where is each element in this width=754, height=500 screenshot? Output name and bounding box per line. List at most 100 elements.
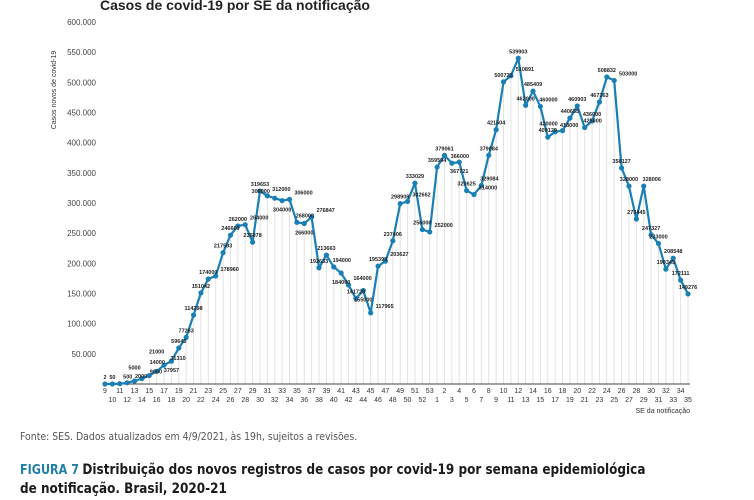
figure-caption: FIGURA 7 Distribuição dos novos registros…: [20, 461, 656, 498]
x-tick-label: 30: [256, 397, 264, 404]
data-point: [309, 214, 315, 220]
x-tick-label: 34: [286, 397, 294, 404]
data-point: [316, 265, 322, 271]
y-tick-label: 600.000: [67, 18, 96, 27]
data-point: [545, 134, 551, 140]
data-point: [464, 187, 470, 194]
x-tick-label: 49: [396, 388, 404, 395]
x-tick-label: 26: [618, 388, 626, 395]
data-label: 359594: [428, 158, 447, 164]
data-point: [574, 103, 580, 109]
x-tick-label: 8: [487, 388, 491, 395]
x-tick-label: 24: [603, 388, 611, 395]
data-point: [567, 115, 573, 121]
data-label: 379084: [480, 146, 499, 152]
data-point: [242, 222, 248, 228]
data-label: 235078: [243, 233, 261, 239]
data-label: 194000: [333, 258, 351, 264]
data-label: 256000: [413, 221, 431, 227]
x-tick-label: 42: [345, 397, 353, 404]
data-label: 328000: [620, 177, 638, 183]
data-label: 114298: [185, 306, 203, 312]
x-tick-label: 37: [308, 388, 316, 395]
data-point: [375, 263, 381, 269]
data-point: [648, 232, 654, 238]
data-point: [655, 240, 662, 247]
data-label: 2000: [135, 374, 147, 380]
data-point: [604, 74, 610, 80]
data-point: [353, 295, 359, 302]
y-tick-label: 550.000: [67, 48, 96, 57]
data-point: [685, 291, 691, 297]
data-point: [220, 250, 226, 256]
data-point: [235, 223, 241, 229]
x-tick-label: 11: [507, 397, 514, 404]
data-label: 37957: [164, 368, 179, 374]
x-tick-label: 44: [359, 397, 367, 404]
data-label: 500722: [494, 73, 512, 79]
x-tick-label: 14: [138, 397, 146, 404]
data-label: 421504: [487, 121, 506, 127]
y-tick-label: 450.000: [67, 109, 96, 118]
data-point: [552, 129, 558, 135]
x-tick-label: 23: [204, 388, 212, 395]
data-point: [404, 198, 411, 204]
series-line: [104, 57, 689, 386]
data-label: 172111: [672, 271, 690, 277]
data-point: [131, 378, 138, 384]
data-point: [146, 372, 152, 379]
data-label: 329084: [480, 176, 499, 182]
data-point: [626, 183, 632, 189]
data-point: [670, 255, 676, 261]
data-label: 208548: [664, 249, 682, 255]
data-label: 5000: [128, 365, 140, 371]
data-label: 306000: [294, 190, 312, 196]
x-tick-label: 14: [529, 388, 537, 395]
data-label: 418000: [560, 123, 578, 129]
x-tick-label: 32: [662, 388, 670, 395]
data-label: 190345: [657, 260, 675, 266]
data-point: [508, 73, 514, 79]
data-label: 276847: [316, 208, 334, 214]
y-tick-label: 50.000: [72, 350, 97, 359]
data-label: 273445: [627, 210, 645, 216]
data-point: [323, 252, 329, 258]
data-point: [205, 276, 211, 282]
data-label: 192633: [310, 259, 328, 265]
figure-caption-text: Distribuição dos novos registros de caso…: [20, 462, 646, 497]
x-tick-label: 9: [103, 388, 107, 395]
data-label: 508832: [598, 68, 616, 74]
x-tick-label: 35: [684, 397, 692, 404]
x-tick-label: 29: [640, 397, 648, 404]
data-point: [500, 79, 507, 85]
x-tick-label: 12: [123, 397, 131, 404]
data-label: 440655: [561, 109, 579, 115]
data-label: 358127: [612, 159, 630, 165]
x-tick-label: 15: [537, 397, 545, 404]
data-point: [663, 266, 669, 272]
data-label: 252000: [435, 223, 453, 229]
data-point: [139, 375, 145, 382]
data-point: [589, 118, 595, 124]
data-point: [213, 273, 219, 279]
data-label: 302662: [412, 192, 430, 198]
x-tick-label: 32: [271, 397, 279, 404]
x-tick-label: 27: [625, 397, 633, 404]
data-label: 178960: [221, 267, 239, 273]
data-point: [611, 77, 617, 84]
data-label: 59643: [171, 339, 186, 345]
data-point: [390, 238, 396, 244]
data-label: 462000: [516, 96, 534, 102]
data-label: 409129: [539, 128, 557, 134]
data-point: [102, 381, 108, 387]
data-point: [198, 290, 204, 296]
x-tick-label: 22: [197, 397, 205, 404]
data-point: [168, 358, 175, 364]
data-label: 184000: [332, 280, 350, 286]
data-point: [641, 183, 647, 189]
data-label: 319653: [251, 182, 269, 188]
y-tick-label: 350.000: [67, 169, 96, 178]
x-tick-label: 13: [131, 388, 139, 395]
data-label: 262000: [229, 217, 247, 223]
x-tick-label: 17: [160, 388, 168, 395]
